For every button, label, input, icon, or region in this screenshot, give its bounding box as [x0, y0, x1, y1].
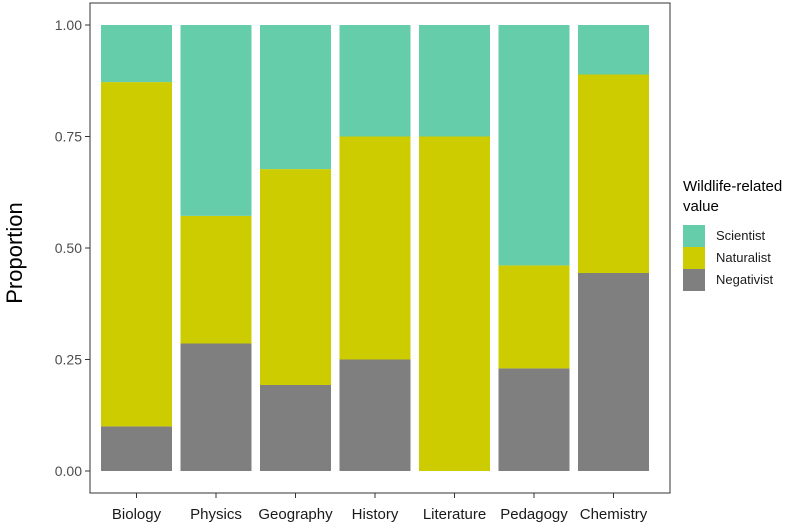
- bar-physics-naturalist: [180, 215, 252, 344]
- legend: Wildlife-related value Scientist Natural…: [683, 178, 782, 291]
- y-tick-label: 0.00: [55, 463, 82, 479]
- bar-geography-naturalist: [260, 169, 331, 385]
- y-axis-title: Proportion: [2, 202, 27, 304]
- bar-geography-scientist: [260, 25, 331, 170]
- legend-swatch-naturalist: [683, 247, 705, 269]
- bar-pedagogy-naturalist: [498, 265, 570, 369]
- x-tick-label-literature: Literature: [423, 506, 486, 523]
- bar-literature-scientist: [419, 25, 490, 137]
- bar-geography-negativist: [260, 384, 331, 471]
- y-axis: 0.00 0.25 0.50 0.75 1.00: [55, 17, 90, 479]
- x-axis: Biology Physics Geography History Literature…: [112, 493, 648, 523]
- legend-swatch-scientist: [683, 225, 705, 247]
- x-tick-label-chemistry: Chemistry: [580, 506, 648, 523]
- y-tick-label: 0.25: [55, 352, 82, 368]
- legend-label-naturalist: Naturalist: [716, 250, 771, 265]
- bar-chemistry-negativist: [578, 273, 649, 471]
- bar-history-scientist: [339, 25, 411, 137]
- y-tick-label: 0.75: [55, 129, 82, 145]
- legend-title-line2: value: [683, 198, 719, 215]
- bar-history-negativist: [339, 359, 411, 471]
- x-tick-label-biology: Biology: [112, 506, 162, 523]
- bar-literature-naturalist: [419, 136, 490, 471]
- legend-swatch-negativist: [683, 269, 705, 291]
- bar-physics-negativist: [180, 343, 252, 471]
- bar-pedagogy-scientist: [498, 25, 570, 266]
- bar-physics-scientist: [180, 25, 252, 216]
- legend-label-negativist: Negativist: [716, 272, 773, 287]
- bar-biology-naturalist: [101, 82, 172, 427]
- bar-biology-negativist: [101, 426, 172, 471]
- x-tick-label-pedagogy: Pedagogy: [500, 506, 568, 523]
- x-tick-label-geography: Geography: [258, 506, 333, 523]
- legend-title-line1: Wildlife-related: [683, 178, 782, 195]
- bars-group: [101, 25, 649, 471]
- x-tick-label-history: History: [352, 506, 399, 523]
- bar-chemistry-scientist: [578, 25, 649, 75]
- y-tick-label: 1.00: [55, 17, 82, 33]
- bar-chemistry-naturalist: [578, 74, 649, 273]
- x-tick-label-physics: Physics: [190, 506, 242, 523]
- y-tick-label: 0.50: [55, 240, 82, 256]
- bar-pedagogy-negativist: [498, 368, 570, 471]
- bar-history-naturalist: [339, 136, 411, 360]
- legend-label-scientist: Scientist: [716, 228, 766, 243]
- bar-biology-scientist: [101, 25, 172, 83]
